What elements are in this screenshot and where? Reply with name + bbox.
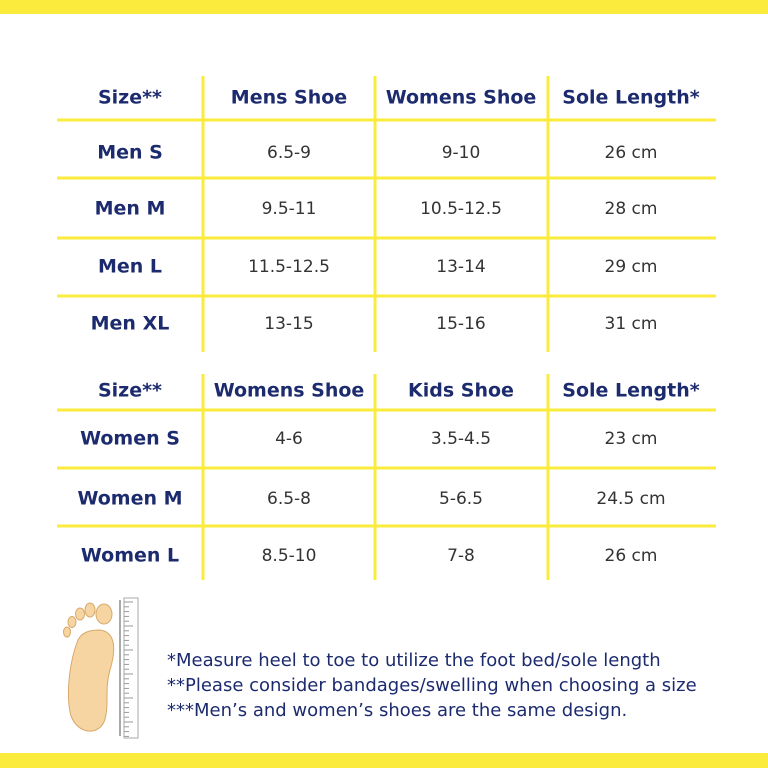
table-cell: 13-15 bbox=[264, 314, 313, 334]
row-header: Women L bbox=[81, 545, 179, 567]
table-cell: 28 cm bbox=[605, 199, 658, 219]
table-cell: 10.5-12.5 bbox=[420, 199, 502, 219]
table-cell: 26 cm bbox=[605, 143, 658, 163]
table-cell: 31 cm bbox=[605, 314, 658, 334]
footnote: **Please consider bandages/swelling when… bbox=[167, 675, 697, 696]
table-cell: 23 cm bbox=[605, 429, 658, 449]
column-header: Mens Shoe bbox=[231, 87, 347, 109]
table-cell: 6.5-8 bbox=[267, 489, 311, 509]
row-header: Men L bbox=[98, 256, 162, 278]
table-cell: 26 cm bbox=[605, 546, 658, 566]
column-header: Sole Length* bbox=[562, 87, 699, 109]
footnote: *Measure heel to toe to utilize the foot… bbox=[167, 650, 661, 671]
column-header: Size** bbox=[98, 87, 162, 109]
row-header: Men XL bbox=[91, 313, 170, 335]
column-header: Kids Shoe bbox=[408, 380, 514, 402]
row-header: Men S bbox=[97, 142, 163, 164]
row-header: Women M bbox=[77, 488, 182, 510]
column-header: Womens Shoe bbox=[386, 87, 537, 109]
top-bar bbox=[0, 0, 768, 14]
table-cell: 3.5-4.5 bbox=[431, 429, 491, 449]
column-header: Womens Shoe bbox=[214, 380, 365, 402]
foot-illustration bbox=[63, 597, 139, 739]
footnote: ***Men’s and women’s shoes are the same … bbox=[167, 700, 627, 721]
table-cell: 6.5-9 bbox=[267, 143, 311, 163]
table-cell: 24.5 cm bbox=[596, 489, 665, 509]
table-cell: 13-14 bbox=[436, 257, 485, 277]
table-cell: 9-10 bbox=[442, 143, 481, 163]
row-header: Men M bbox=[95, 198, 166, 220]
table-cell: 5-6.5 bbox=[439, 489, 483, 509]
table-cell: 11.5-12.5 bbox=[248, 257, 330, 277]
table-cell: 7-8 bbox=[447, 546, 475, 566]
table-cell: 9.5-11 bbox=[262, 199, 317, 219]
table-cell: 4-6 bbox=[275, 429, 303, 449]
table-cell: 15-16 bbox=[436, 314, 485, 334]
table-cell: 8.5-10 bbox=[262, 546, 317, 566]
row-header: Women S bbox=[80, 428, 180, 450]
column-header: Sole Length* bbox=[562, 380, 699, 402]
table-cell: 29 cm bbox=[605, 257, 658, 277]
column-header: Size** bbox=[98, 380, 162, 402]
bottom-bar bbox=[0, 753, 768, 768]
